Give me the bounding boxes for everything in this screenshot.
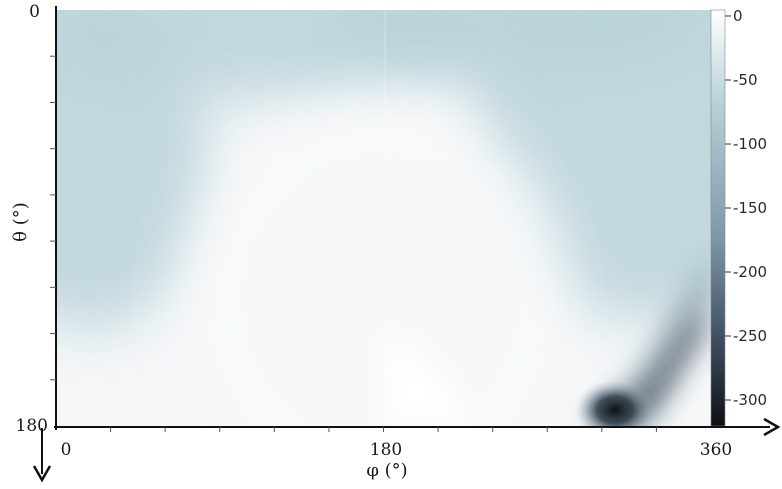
x-tick-label: 180 [370, 440, 402, 460]
colorbar: 0 -50 -100 -150 -200 -250 -300 [710, 7, 767, 427]
y-tick-label: 180 [16, 416, 48, 436]
colorbar-tick-label: -300 [733, 391, 767, 409]
colorbar-bar [710, 9, 726, 427]
colorbar-tick-label: -250 [733, 327, 767, 345]
x-axis: 0 180 360 φ (°) [54, 417, 781, 481]
x-tick-label: 360 [700, 440, 732, 460]
y-arrow-head [32, 465, 52, 483]
colorbar-tick-label: -200 [733, 263, 767, 281]
y-tick-label: 0 [29, 2, 40, 22]
colorbar-ticks: 0 -50 -100 -150 -200 -250 -300 [725, 7, 767, 409]
field-region-right-top-blue [320, 10, 711, 80]
field-region-bottom-white [385, 335, 470, 426]
colorbar-tick-label: -100 [733, 135, 767, 153]
x-axis-label: φ (°) [366, 460, 407, 481]
y-minor-ticks [50, 55, 56, 381]
field-region-center-light [190, 100, 570, 426]
colorbar-tick-label: 0 [733, 7, 743, 25]
x-tick-label: 0 [61, 440, 72, 460]
x-minor-ticks [110, 427, 657, 432]
colorbar-tick-label: -50 [733, 71, 758, 89]
hot-spot [575, 380, 655, 426]
x-arrow-head [763, 417, 781, 437]
y-axis: 0 180 θ (°) [10, 2, 57, 483]
colorbar-tick-label: -150 [733, 199, 767, 217]
y-axis-label: θ (°) [10, 202, 31, 242]
